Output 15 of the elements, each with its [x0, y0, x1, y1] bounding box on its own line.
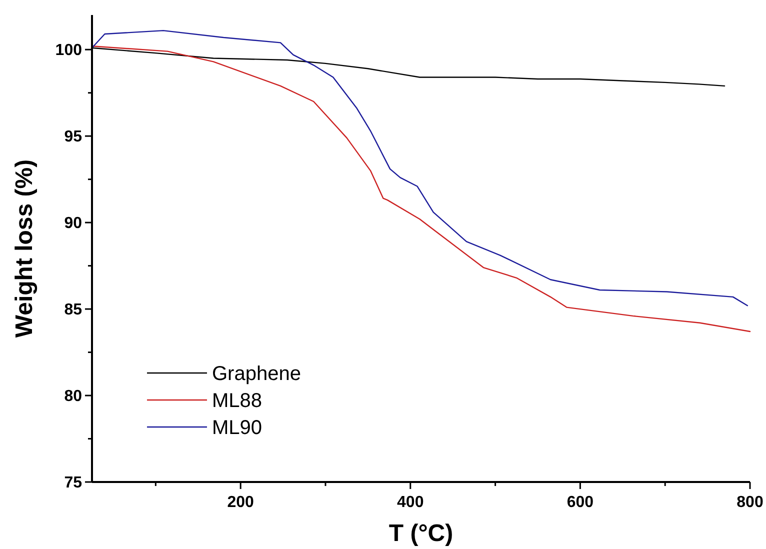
y-tick-label: 100	[55, 42, 82, 60]
y-tick-label: 85	[64, 302, 82, 319]
legend-label: ML90	[212, 417, 262, 440]
y-tick-label: 90	[64, 215, 82, 232]
x-tick-label: 200	[227, 494, 254, 511]
x-axis-title: T (°C)	[388, 520, 454, 547]
y-tick-label: 80	[64, 388, 82, 406]
x-tick-label: 400	[397, 494, 424, 511]
x-tick-label: 800	[736, 494, 764, 511]
y-tick-label: 95	[64, 128, 82, 146]
legend-label: Graphene	[212, 363, 301, 386]
x-tick-label: 600	[566, 494, 594, 511]
legend-label: ML88	[212, 390, 262, 412]
y-tick-label: 75	[64, 474, 82, 492]
y-axis-title: Weight loss (%)	[11, 159, 38, 338]
